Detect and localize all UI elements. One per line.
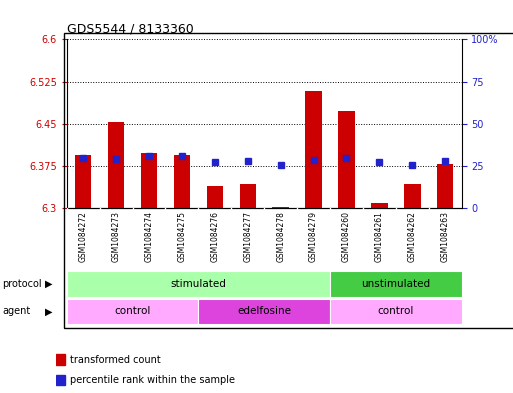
Bar bbox=[272, 207, 289, 208]
Bar bbox=[207, 186, 223, 208]
Text: control: control bbox=[378, 307, 414, 316]
Bar bbox=[108, 122, 124, 208]
Text: GSM1084261: GSM1084261 bbox=[375, 211, 384, 262]
Text: GSM1084277: GSM1084277 bbox=[243, 211, 252, 263]
Text: GSM1084279: GSM1084279 bbox=[309, 211, 318, 263]
Text: GSM1084273: GSM1084273 bbox=[111, 211, 121, 263]
Bar bbox=[330, 271, 462, 297]
Text: ▶: ▶ bbox=[45, 279, 53, 289]
Text: transformed count: transformed count bbox=[70, 354, 161, 365]
Bar bbox=[240, 184, 256, 208]
Text: GSM1084274: GSM1084274 bbox=[145, 211, 153, 263]
Bar bbox=[67, 299, 199, 324]
Text: edelfosine: edelfosine bbox=[237, 307, 291, 316]
Text: GSM1084275: GSM1084275 bbox=[177, 211, 186, 263]
Bar bbox=[404, 184, 421, 208]
Bar bbox=[56, 375, 65, 385]
Text: percentile rank within the sample: percentile rank within the sample bbox=[70, 375, 235, 385]
Bar bbox=[437, 164, 453, 208]
Bar bbox=[75, 155, 91, 208]
Bar bbox=[330, 299, 462, 324]
Text: protocol: protocol bbox=[3, 279, 42, 289]
Text: control: control bbox=[114, 307, 151, 316]
Bar bbox=[371, 203, 388, 208]
Bar bbox=[199, 299, 330, 324]
Text: GSM1084262: GSM1084262 bbox=[408, 211, 417, 262]
Text: GSM1084260: GSM1084260 bbox=[342, 211, 351, 263]
Text: GSM1084272: GSM1084272 bbox=[78, 211, 88, 262]
Text: GDS5544 / 8133360: GDS5544 / 8133360 bbox=[67, 22, 193, 35]
Text: unstimulated: unstimulated bbox=[361, 279, 430, 289]
Bar bbox=[67, 271, 330, 297]
Text: GSM1084278: GSM1084278 bbox=[276, 211, 285, 262]
Bar bbox=[305, 91, 322, 208]
Text: agent: agent bbox=[3, 307, 31, 316]
Text: GSM1084263: GSM1084263 bbox=[441, 211, 450, 263]
Bar bbox=[174, 155, 190, 208]
Bar bbox=[56, 354, 65, 365]
Text: GSM1084276: GSM1084276 bbox=[210, 211, 220, 263]
Bar bbox=[338, 111, 354, 208]
Text: ▶: ▶ bbox=[45, 307, 53, 316]
Text: stimulated: stimulated bbox=[170, 279, 226, 289]
Bar bbox=[141, 153, 157, 208]
